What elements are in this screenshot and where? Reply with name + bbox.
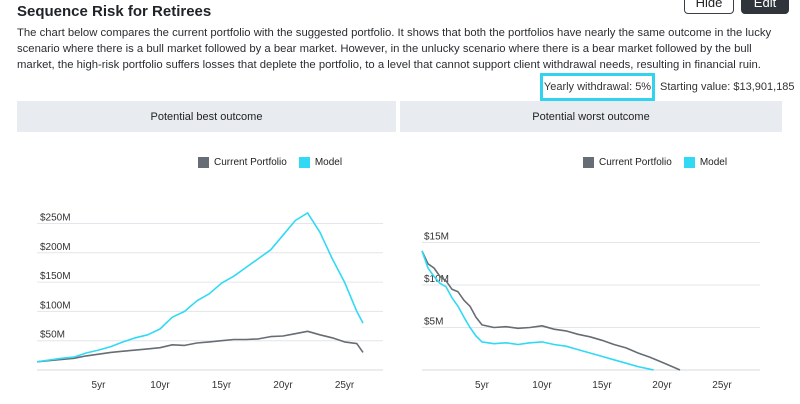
legend-label-current: Current Portfolio [214,157,287,168]
x-tick-label: 5yr [475,380,490,391]
starting-value: Starting value: $13,901,185 [660,81,795,93]
legend-label-model: Model [314,157,343,168]
legend-swatch-model [683,157,695,168]
edit-button[interactable]: Edit [741,0,789,14]
x-tick-label: 25yr [335,380,355,391]
series-line-model [421,250,654,371]
legend-label-current: Current Portfolio [599,157,672,168]
x-tick-label: 20yr [273,380,293,391]
legend-best: Current Portfolio Model [198,157,354,168]
meta-row: Yearly withdrawal: 5% Starting value: $1… [540,73,795,101]
yearly-withdrawal-selector[interactable]: Yearly withdrawal: 5% [540,73,655,101]
description-text: The chart below compares the current por… [17,27,772,71]
y-tick-label: $250M [40,212,71,223]
x-tick-label: 15yr [212,380,232,391]
legend-item-model[interactable]: Model [298,157,343,168]
series-line-current [36,330,364,363]
x-tick-label: 5yr [92,380,107,391]
x-tick-label: 25yr [712,380,732,391]
panel-header-best: Potential best outcome [17,101,396,132]
legend-worst: Current Portfolio Model [583,157,739,168]
panel-title-best: Potential best outcome [150,110,263,123]
y-tick-label: $200M [40,242,71,253]
hide-button[interactable]: Hide [684,0,734,14]
legend-item-current[interactable]: Current Portfolio [198,157,287,168]
y-tick-label: $150M [40,271,71,282]
y-tick-label: $15M [424,232,449,243]
x-tick-label: 20yr [652,380,672,391]
y-tick-label: $100M [40,300,71,311]
legend-item-model[interactable]: Model [683,157,728,168]
yearly-withdrawal-label: Yearly withdrawal: 5% [543,81,652,93]
series-line-current [421,250,681,371]
legend-item-current[interactable]: Current Portfolio [583,157,672,168]
y-tick-label: $50M [40,330,65,341]
legend-label-model: Model [699,157,728,168]
x-tick-label: 10yr [150,380,170,391]
x-tick-label: 15yr [592,380,612,391]
legend-swatch-current [583,157,594,168]
x-tick-label: 10yr [532,380,552,391]
series-line-model [36,212,364,363]
legend-swatch-current [198,157,209,168]
panel-title-worst: Potential worst outcome [532,110,650,123]
chart-best-outcome: $50M $100M $150M $200M $250M 5yr 10yr 15yr 20yr 2… [36,212,383,391]
panel-header-worst: Potential worst outcome [400,101,782,132]
legend-swatch-model [298,157,310,168]
y-tick-label: $5M [424,317,443,328]
page-title: Sequence Risk for Retirees [17,3,212,20]
